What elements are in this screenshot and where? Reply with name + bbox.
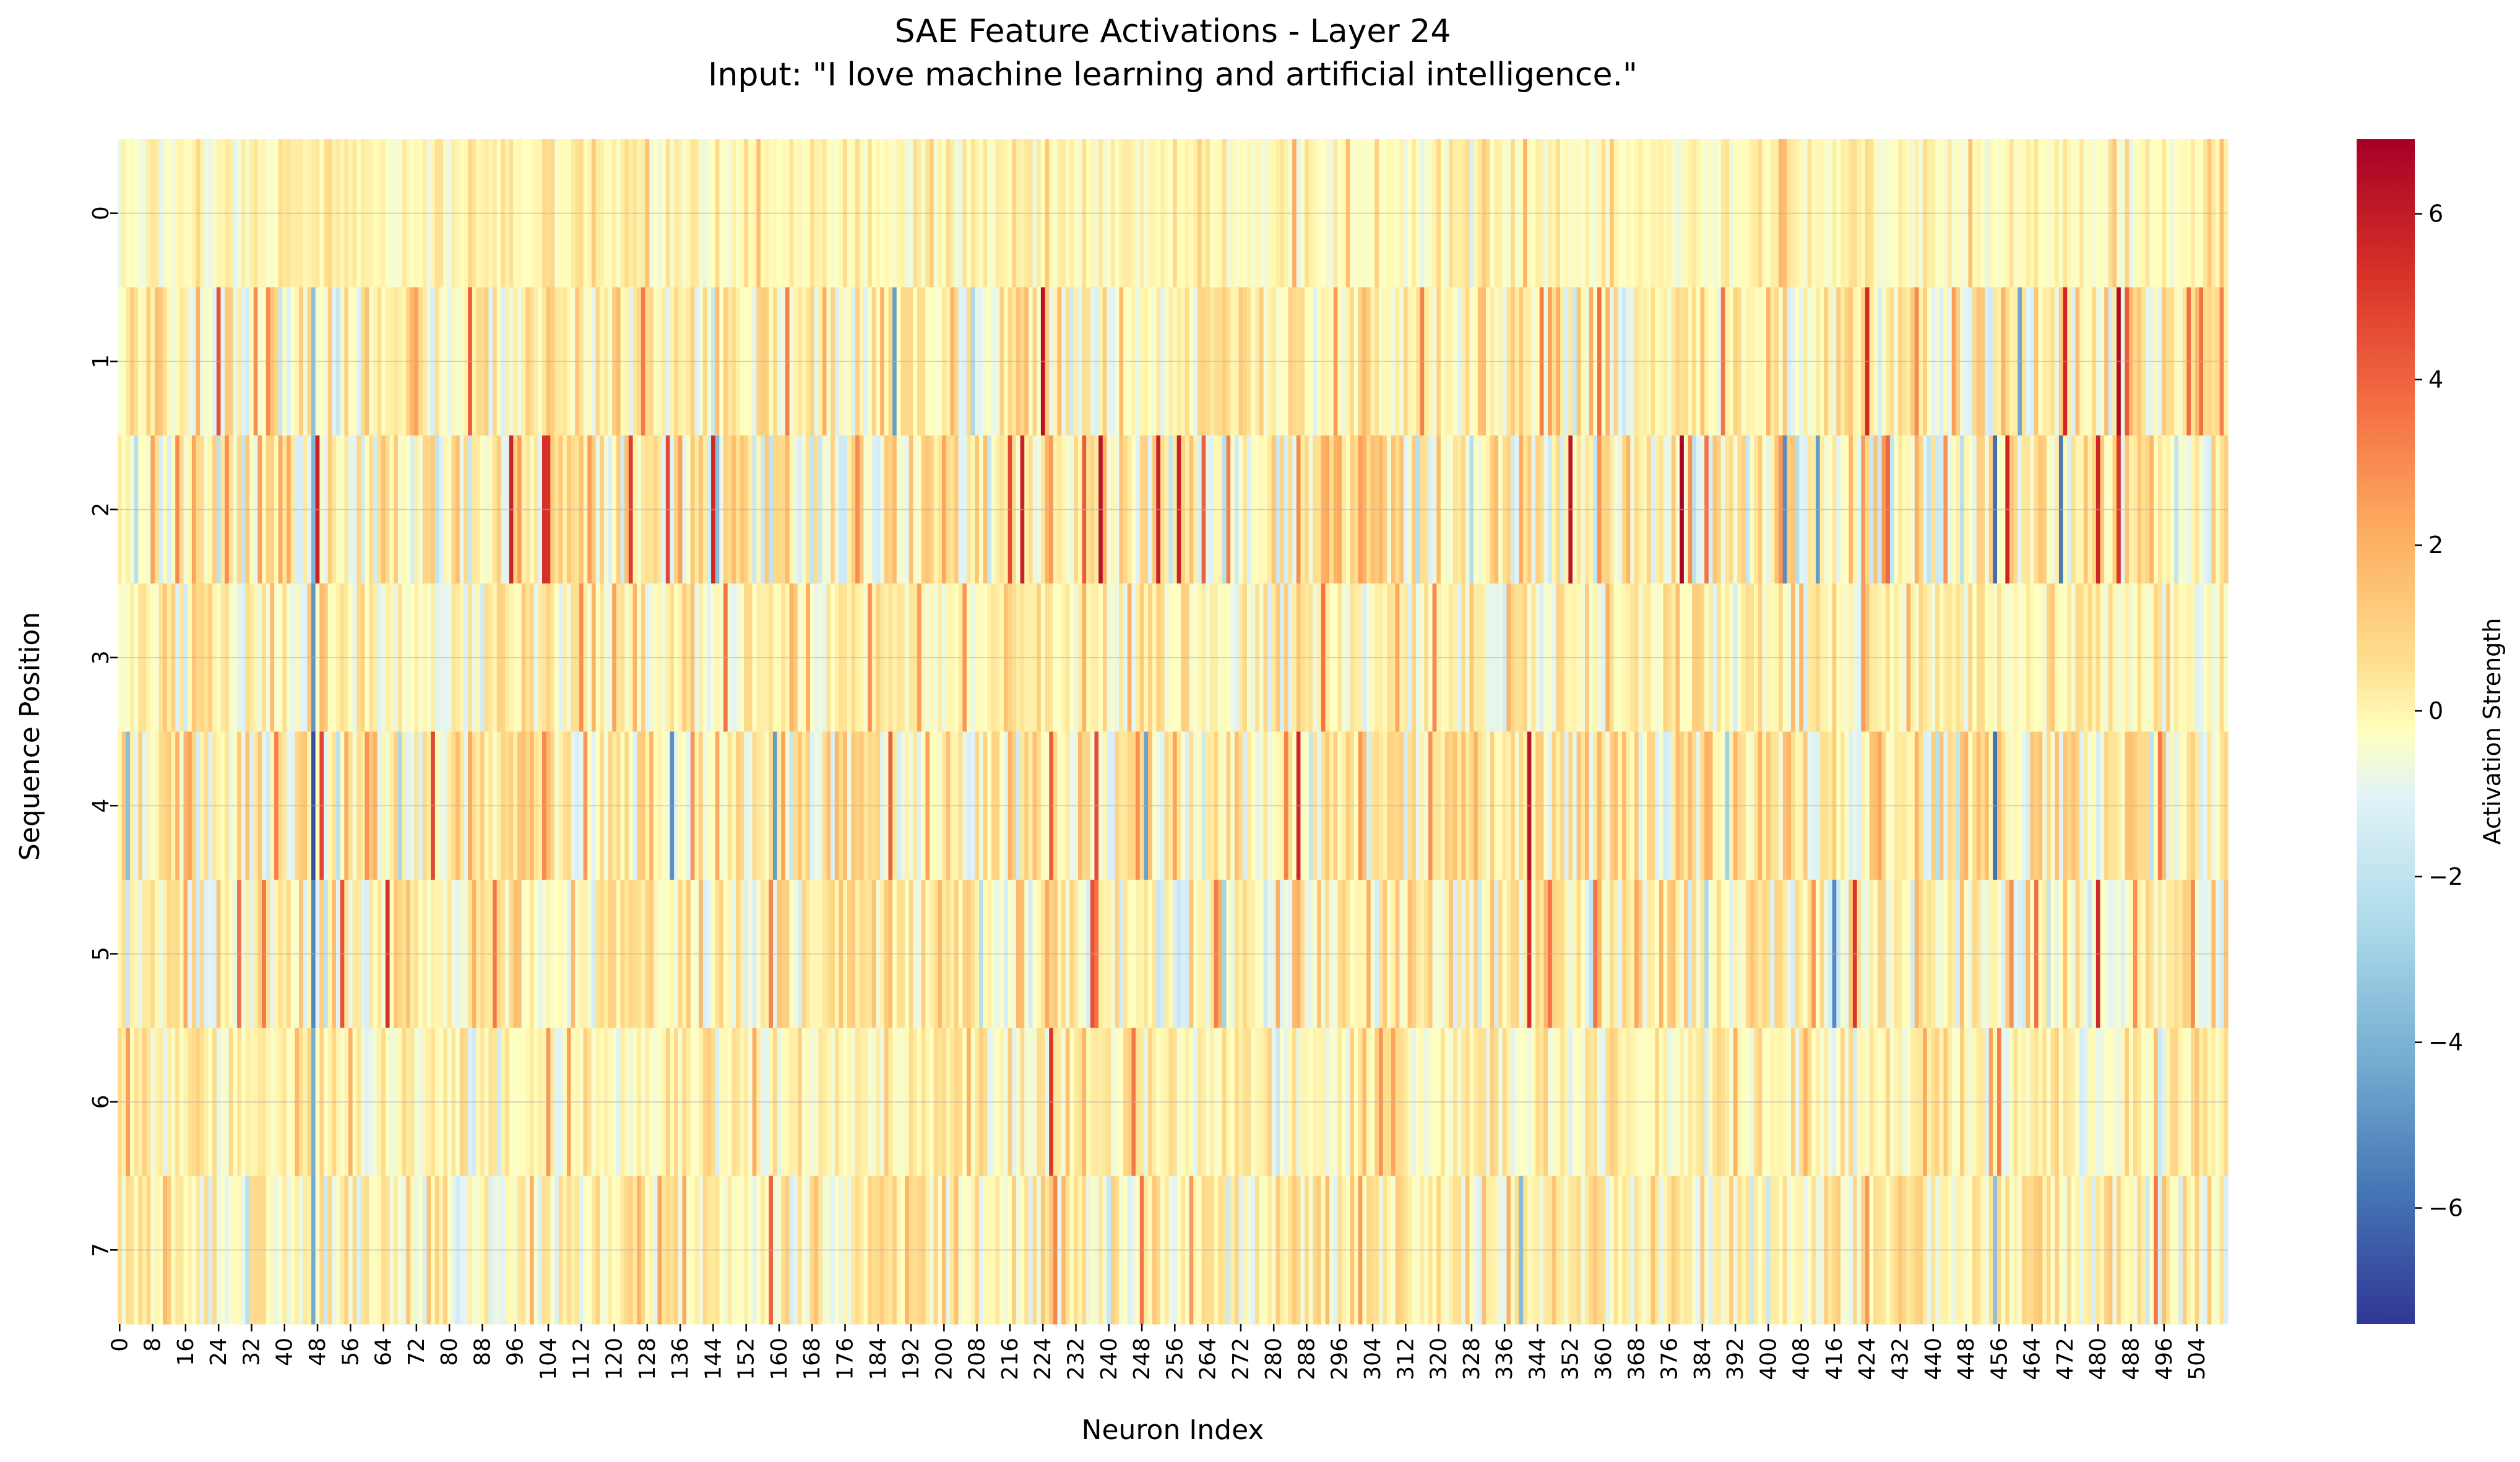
y-tick-label: 0 [88, 206, 114, 220]
x-tick-label: 24 [206, 1338, 231, 1366]
x-tick-label: 296 [1327, 1338, 1353, 1380]
row-gridlines [118, 212, 2228, 1251]
x-tick-label: 480 [2086, 1338, 2111, 1380]
x-tick-label: 192 [899, 1338, 924, 1380]
x-tick-label: 328 [1459, 1338, 1485, 1380]
colorbar-tick-label: −6 [2428, 1195, 2463, 1222]
x-tick-label: 176 [833, 1338, 858, 1380]
x-tick-label: 368 [1624, 1338, 1649, 1380]
x-tick-label: 40 [272, 1338, 298, 1366]
y-tick-label: 7 [88, 1243, 114, 1257]
x-tick-label: 136 [668, 1338, 693, 1380]
x-tick-label: 304 [1360, 1338, 1386, 1380]
x-tick-label: 424 [1855, 1338, 1880, 1380]
x-tick-label: 272 [1228, 1338, 1254, 1380]
colorbar [2357, 139, 2415, 1324]
x-tick-label: 280 [1261, 1338, 1287, 1380]
x-tick-label: 160 [767, 1338, 792, 1380]
x-tick-label: 288 [1294, 1338, 1319, 1380]
y-axis-label: Sequence Position [14, 612, 46, 861]
x-tick-label: 464 [2020, 1338, 2045, 1380]
colorbar-tick-label: 6 [2428, 200, 2443, 228]
x-tick-label: 168 [800, 1338, 825, 1380]
x-tick-label: 32 [239, 1338, 264, 1366]
x-tick-label: 456 [1987, 1338, 2012, 1380]
x-tick-label: 384 [1690, 1338, 1715, 1380]
x-tick-label: 120 [602, 1338, 628, 1380]
y-axis-ticks: 0 1 2 3 4 5 6 7 [88, 206, 118, 1257]
x-tick-label: 352 [1558, 1338, 1584, 1380]
y-tick-label: 6 [88, 1094, 114, 1109]
x-tick-label: 400 [1756, 1338, 1781, 1380]
x-tick-label: 224 [1030, 1338, 1056, 1380]
x-tick-label: 312 [1393, 1338, 1418, 1380]
colorbar-tick-label: 0 [2428, 697, 2443, 725]
x-tick-label: 184 [866, 1338, 891, 1380]
x-tick-label: 80 [437, 1338, 462, 1366]
x-tick-label: 104 [536, 1338, 561, 1380]
x-tick-label: 232 [1063, 1338, 1089, 1380]
x-tick-label: 376 [1657, 1338, 1683, 1380]
x-tick-label: 152 [734, 1338, 759, 1380]
x-tick-label: 408 [1789, 1338, 1814, 1380]
chart-subtitle: Input: "I love machine learning and arti… [708, 56, 1638, 93]
x-tick-label: 216 [998, 1338, 1023, 1380]
x-tick-label: 200 [931, 1338, 957, 1380]
x-tick-label: 72 [404, 1338, 429, 1366]
x-tick-label: 496 [2152, 1338, 2177, 1380]
colorbar-tick-label: 4 [2428, 366, 2443, 393]
x-tick-label: 320 [1426, 1338, 1452, 1380]
x-axis-label: Neuron Index [1082, 1414, 1264, 1446]
x-tick-label: 488 [2118, 1338, 2144, 1380]
heatmap-cells [118, 139, 2229, 1325]
x-tick-label: 360 [1591, 1338, 1616, 1380]
x-tick-label: 8 [140, 1338, 166, 1352]
x-tick-label: 416 [1822, 1338, 1847, 1380]
colorbar-tick-label: −4 [2428, 1029, 2463, 1056]
x-tick-label: 256 [1162, 1338, 1188, 1380]
colorbar-label: Activation Strength [2479, 618, 2506, 845]
x-tick-label: 144 [701, 1338, 726, 1380]
x-tick-label: 504 [2185, 1338, 2210, 1380]
x-tick-label: 208 [965, 1338, 990, 1380]
x-tick-label: 240 [1097, 1338, 1122, 1380]
x-tick-label: 448 [1954, 1338, 1979, 1380]
x-axis-ticks: 0 8 16 24 32 40 48 56 64 72 80 88 96 104 112 120 128 136 1… [107, 1324, 2210, 1380]
chart-title: SAE Feature Activations - Layer 24 [895, 13, 1451, 50]
colorbar-tick-label: −2 [2428, 863, 2463, 890]
x-tick-label: 0 [107, 1338, 132, 1352]
y-tick-label: 4 [88, 799, 114, 813]
x-tick-label: 248 [1129, 1338, 1155, 1380]
x-tick-label: 112 [569, 1338, 594, 1380]
x-tick-label: 264 [1196, 1338, 1221, 1380]
x-tick-label: 432 [1888, 1338, 1914, 1380]
y-tick-label: 2 [88, 502, 114, 517]
x-tick-label: 48 [305, 1338, 330, 1366]
x-tick-label: 64 [371, 1338, 397, 1366]
y-tick-label: 5 [88, 947, 114, 961]
x-tick-label: 392 [1723, 1338, 1748, 1380]
y-tick-label: 3 [88, 650, 114, 664]
y-tick-label: 1 [88, 355, 114, 369]
x-tick-label: 96 [503, 1338, 529, 1366]
x-tick-label: 440 [1921, 1338, 1946, 1380]
x-tick-label: 472 [2053, 1338, 2078, 1380]
x-tick-label: 16 [173, 1338, 199, 1366]
colorbar-ticks: 6 4 2 0 −2 −4 −6 [2415, 200, 2463, 1222]
x-tick-label: 336 [1492, 1338, 1517, 1380]
x-tick-label: 128 [635, 1338, 660, 1380]
x-tick-label: 344 [1525, 1338, 1550, 1380]
x-tick-label: 56 [338, 1338, 363, 1366]
x-tick-label: 88 [470, 1338, 495, 1366]
colorbar-tick-label: 2 [2428, 531, 2443, 559]
